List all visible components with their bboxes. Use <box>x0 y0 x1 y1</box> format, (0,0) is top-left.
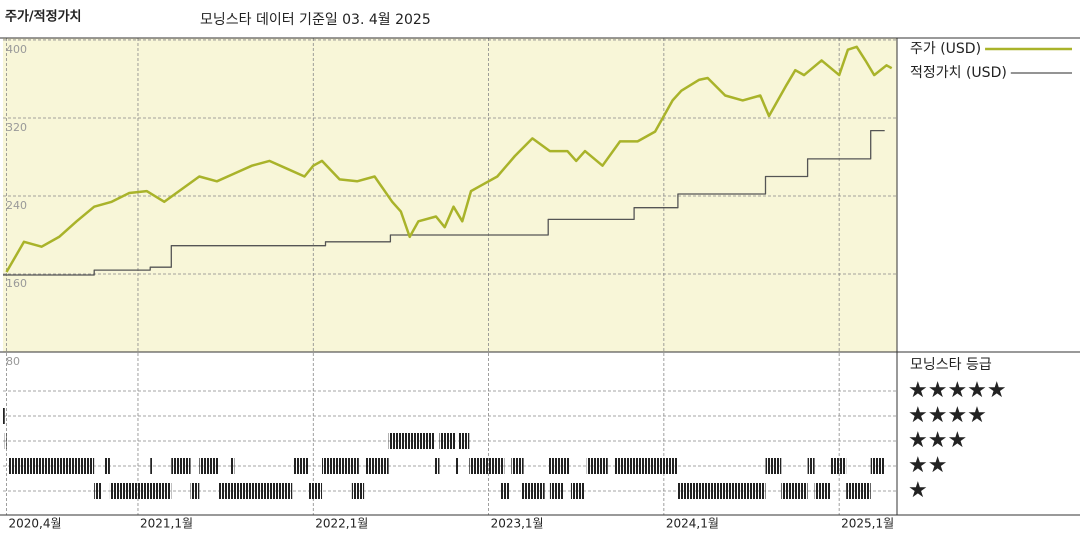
series-line <box>5 45 893 273</box>
rating-period <box>230 458 235 474</box>
rating-period <box>500 483 510 499</box>
rating-period <box>614 458 678 474</box>
y-tick-label: 160 <box>6 277 27 290</box>
rating-period <box>765 458 782 474</box>
x-tick-label: 2022,1월 <box>315 517 368 531</box>
rating-title: 모닝스타 등급 <box>910 357 992 373</box>
rating-period <box>781 483 808 499</box>
rating-period <box>308 483 323 499</box>
plot-background <box>3 38 897 352</box>
rating-label: ★ <box>908 478 928 503</box>
x-tick-label: 2025,1월 <box>841 517 894 531</box>
rating-period <box>458 433 470 449</box>
rating-period <box>434 458 440 474</box>
rating-period <box>171 458 191 474</box>
rating-period <box>439 433 456 449</box>
rating-period <box>830 458 847 474</box>
rating-period <box>814 483 831 499</box>
rating-period <box>549 483 564 499</box>
y-tick-label: 240 <box>6 199 27 212</box>
rating-period <box>455 458 459 474</box>
rating-period <box>548 458 570 474</box>
rating-period <box>521 483 545 499</box>
series-line <box>3 129 885 276</box>
x-tick-label: 2020,4월 <box>9 517 62 531</box>
rating-period <box>218 483 293 499</box>
y-tick-label: 80 <box>6 355 20 368</box>
rating-period <box>351 483 365 499</box>
rating-label: ★★★ <box>908 428 967 453</box>
chart-title: 주가/적정가치 <box>5 9 82 25</box>
rating-label: ★★ <box>908 453 947 478</box>
chart-subtitle: 모닝스타 데이터 기준일 03. 4월 2025 <box>200 12 431 28</box>
rating-period <box>677 483 766 499</box>
rating-label: ★★★★ <box>908 403 987 428</box>
rating-period <box>870 458 885 474</box>
plot: 80 160 240 320 400 2020,4월 2021,1월 2022,1월 2023,… <box>3 38 1072 531</box>
rating-period <box>150 458 152 474</box>
rating-period <box>4 433 7 449</box>
rating-period <box>109 483 172 499</box>
rating-period <box>199 458 219 474</box>
legend-label: 적정가치 (USD) <box>910 65 1007 81</box>
rating-period <box>104 458 110 474</box>
rating-period <box>8 458 95 474</box>
rating-label: ★★★★★ <box>908 378 1007 403</box>
rating-period <box>365 458 389 474</box>
rating-period <box>570 483 585 499</box>
rating-period <box>3 408 5 424</box>
x-tick-label: 2021,1월 <box>140 517 193 531</box>
rating-period <box>511 458 524 474</box>
y-tick-label: 320 <box>6 121 27 134</box>
rating-period <box>846 483 871 499</box>
x-tick-label: 2024,1월 <box>666 517 719 531</box>
rating-period <box>586 458 608 474</box>
rating-period <box>388 433 435 449</box>
rating-period <box>807 458 815 474</box>
rating-period <box>469 458 505 474</box>
rating-period <box>190 483 200 499</box>
rating-period <box>94 483 102 499</box>
legend-label: 주가 (USD) <box>910 41 981 57</box>
rating-period <box>322 458 359 474</box>
x-tick-label: 2023,1월 <box>491 517 544 531</box>
y-tick-label: 400 <box>6 43 27 56</box>
rating-period <box>293 458 309 474</box>
